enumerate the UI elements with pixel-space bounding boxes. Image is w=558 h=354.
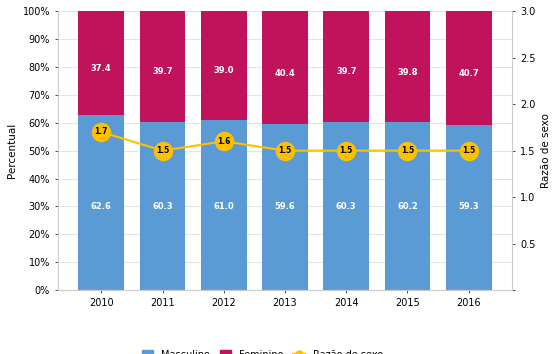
Text: 40.4: 40.4	[275, 69, 295, 78]
Text: 60.2: 60.2	[397, 202, 418, 211]
Y-axis label: Percentual: Percentual	[7, 123, 17, 178]
Bar	[140, 122, 185, 290]
Text: 39.8: 39.8	[397, 68, 418, 76]
Bar	[78, 11, 124, 115]
Text: 1.5: 1.5	[156, 146, 169, 155]
Text: 60.3: 60.3	[152, 202, 173, 211]
Text: 39.0: 39.0	[214, 66, 234, 75]
Legend: Masculino, Feminino, Razão de sexo: Masculino, Feminino, Razão de sexo	[138, 346, 387, 354]
Bar	[201, 120, 247, 290]
Text: 1.6: 1.6	[217, 137, 230, 146]
Y-axis label: Razão de sexo: Razão de sexo	[541, 113, 551, 188]
Bar	[384, 11, 430, 122]
Text: 1.5: 1.5	[340, 146, 353, 155]
Text: 62.6: 62.6	[91, 202, 112, 211]
Text: 1.5: 1.5	[462, 146, 475, 155]
Bar	[140, 11, 185, 122]
Text: 1.5: 1.5	[278, 146, 292, 155]
Text: 40.7: 40.7	[459, 69, 479, 78]
Text: 39.7: 39.7	[336, 68, 357, 76]
Bar	[446, 11, 492, 125]
Bar	[323, 11, 369, 122]
Bar	[262, 11, 308, 124]
Text: 39.7: 39.7	[152, 68, 173, 76]
Bar	[201, 11, 247, 120]
Text: 1.5: 1.5	[401, 146, 414, 155]
Bar	[262, 124, 308, 290]
Bar	[78, 115, 124, 290]
Text: 61.0: 61.0	[213, 202, 234, 211]
Text: 59.6: 59.6	[275, 202, 295, 211]
Bar	[323, 122, 369, 290]
Text: 59.3: 59.3	[459, 202, 479, 211]
Text: 37.4: 37.4	[91, 64, 112, 73]
Bar	[384, 122, 430, 290]
Bar	[446, 125, 492, 290]
Text: 1.7: 1.7	[94, 127, 108, 137]
Text: 60.3: 60.3	[336, 202, 357, 211]
